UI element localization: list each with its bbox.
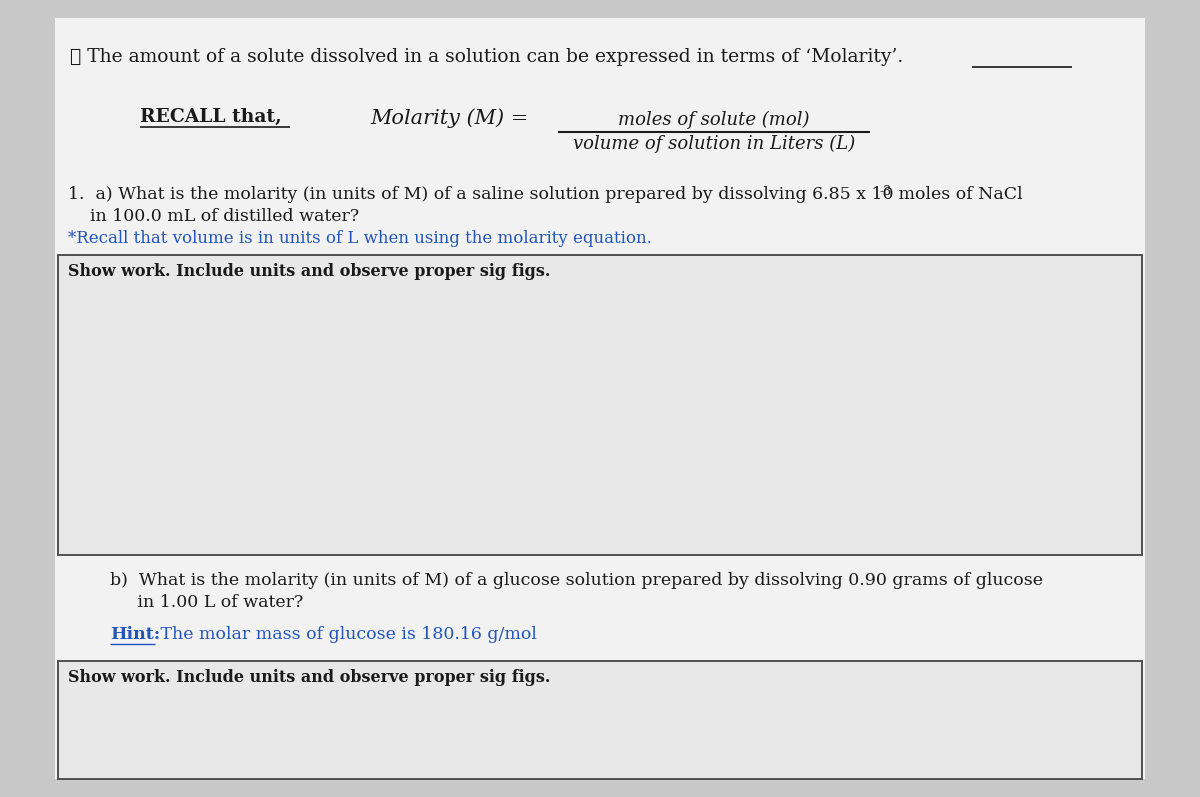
Text: in 100.0 mL of distilled water?: in 100.0 mL of distilled water?: [68, 208, 359, 225]
Text: *Recall that volume is in units of L when using the molarity equation.: *Recall that volume is in units of L whe…: [68, 230, 652, 247]
Text: Show work. Include units and observe proper sig figs.: Show work. Include units and observe pro…: [68, 669, 551, 686]
Text: moles of NaCl: moles of NaCl: [893, 186, 1022, 203]
Text: in 1.00 L of water?: in 1.00 L of water?: [110, 594, 304, 611]
Bar: [58, 661, 1142, 779]
Text: volume of solution in Liters (L): volume of solution in Liters (L): [572, 135, 856, 153]
Text: Show work. Include units and observe proper sig figs.: Show work. Include units and observe pro…: [68, 263, 551, 280]
Text: b)  What is the molarity (in units of M) of a glucose solution prepared by disso: b) What is the molarity (in units of M) …: [110, 572, 1043, 589]
Text: Hint:: Hint:: [110, 626, 161, 643]
Text: 1.  a) What is the molarity (in units of M) of a saline solution prepared by dis: 1. a) What is the molarity (in units of …: [68, 186, 894, 203]
Text: The molar mass of glucose is 180.16 g/mol: The molar mass of glucose is 180.16 g/mo…: [155, 626, 536, 643]
Text: Molarity (M) =: Molarity (M) =: [370, 108, 528, 128]
Text: -3: -3: [878, 185, 892, 198]
Text: RECALL that,: RECALL that,: [140, 108, 282, 126]
Bar: [58, 255, 1142, 555]
Text: moles of solute (mol): moles of solute (mol): [618, 111, 810, 129]
Text: ❖ The amount of a solute dissolved in a solution can be expressed in terms of ‘M: ❖ The amount of a solute dissolved in a …: [70, 48, 904, 66]
